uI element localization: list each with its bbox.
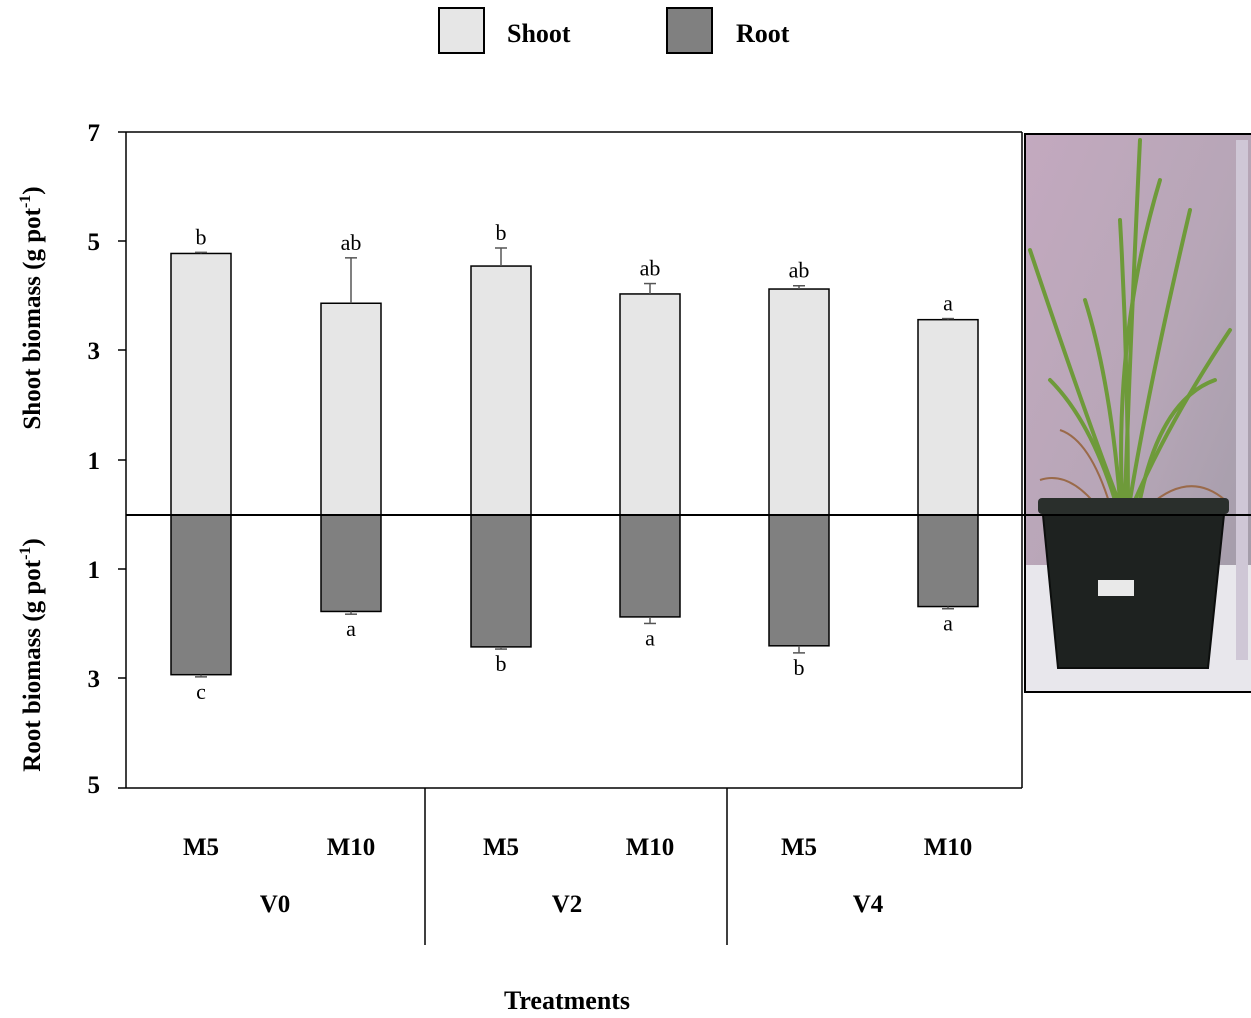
x-tick-label: M5 xyxy=(781,834,817,861)
legend-swatch-root xyxy=(666,7,713,54)
x-axis-title: Treatments xyxy=(504,986,630,1015)
shoot-bar xyxy=(619,293,681,516)
x-tick-label: M5 xyxy=(483,834,519,861)
y-tick-label: 3 xyxy=(88,338,101,365)
shoot-bar xyxy=(470,265,532,516)
shoot-significance-letter: ab xyxy=(789,258,810,283)
y-tick-label: 1 xyxy=(88,448,101,475)
y-ticks: 7 5 3 1 1 3 5 xyxy=(88,120,126,799)
shoot-significance-letter: ab xyxy=(640,256,661,281)
plant-photo xyxy=(1026,135,1251,691)
y-tick-label: 5 xyxy=(88,772,101,799)
x-tick-label: M10 xyxy=(626,834,675,861)
shoot-bar xyxy=(768,288,830,516)
x-tick-labels: M5 M10 M5 M10 M5 M10 V0 V2 V4 xyxy=(183,834,972,918)
x-tick-label: M5 xyxy=(183,834,219,861)
x-group-label: V4 xyxy=(853,891,884,918)
legend: Shoot Root xyxy=(438,7,790,54)
photo-frame xyxy=(1024,133,1251,693)
shoot-bar xyxy=(917,318,979,516)
legend-label-shoot: Shoot xyxy=(507,19,571,48)
x-tick-label: M10 xyxy=(327,834,376,861)
plot-area xyxy=(125,131,1023,789)
root-bar xyxy=(470,514,532,648)
legend-swatch-shoot xyxy=(438,7,485,54)
root-significance-letter: a xyxy=(346,616,356,641)
root-bar xyxy=(170,514,232,676)
root-bar xyxy=(619,514,681,618)
y-axis-title-root: Root biomass (g pot-1) xyxy=(17,538,46,771)
legend-label-root: Root xyxy=(736,19,790,48)
root-significance-letter: a xyxy=(645,625,655,650)
y-axis-title-shoot: Shoot biomass (g pot-1) xyxy=(17,186,46,429)
shoot-significance-letter: b xyxy=(496,220,507,245)
shoot-significance-letter: a xyxy=(943,291,953,316)
y-tick-label: 1 xyxy=(88,557,101,584)
shoot-bar xyxy=(320,302,382,516)
root-significance-letter: c xyxy=(196,679,206,704)
shoot-significance-letter: ab xyxy=(341,230,362,255)
shoot-significance-letter: b xyxy=(196,224,207,249)
x-group-label: V0 xyxy=(260,891,291,918)
x-group-label: V2 xyxy=(552,891,583,918)
root-bar xyxy=(320,514,382,613)
y-tick-label: 7 xyxy=(88,120,101,147)
shoot-bar xyxy=(170,252,232,516)
root-bar xyxy=(768,514,830,647)
y-tick-label: 5 xyxy=(88,229,101,256)
root-bar xyxy=(917,514,979,608)
root-significance-letter: b xyxy=(496,651,507,676)
root-significance-letter: b xyxy=(794,655,805,680)
x-tick-label: M10 xyxy=(924,834,973,861)
root-significance-letter: a xyxy=(943,611,953,636)
y-tick-label: 3 xyxy=(88,666,101,693)
